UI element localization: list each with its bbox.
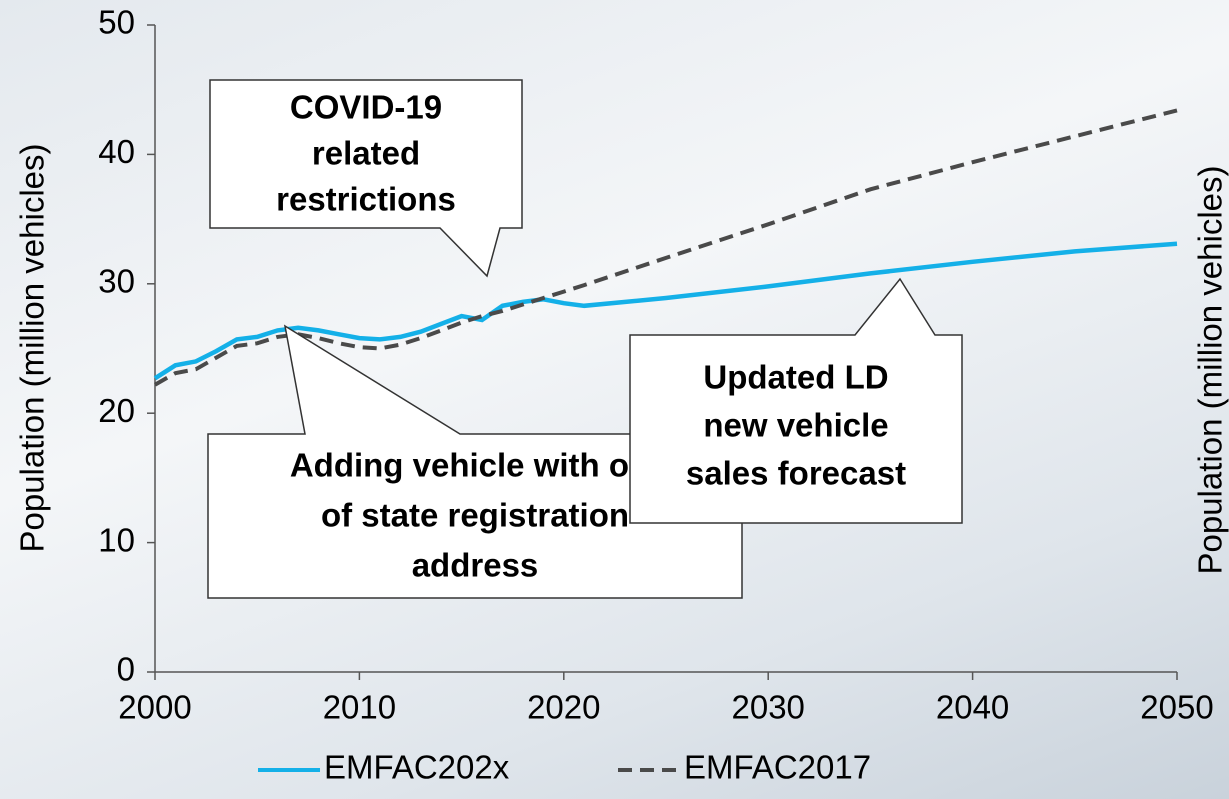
legend-label: EMFAC202x [324,749,510,786]
series-line [153,241,1178,381]
callout-text: Adding vehicle with out [290,447,660,484]
legend-label: EMFAC2017 [684,749,871,786]
callout-text: address [412,547,539,584]
y-axis-label: Population (million vehicles) [14,143,51,552]
x-tick-label: 2000 [118,689,191,726]
y-tick-label: 10 [98,521,135,558]
y-tick-label: 50 [98,4,135,41]
y-tick-label: 20 [98,392,135,429]
callout-text: related [312,135,420,172]
series-line [154,108,1178,387]
callout-text: COVID-19 [290,89,442,126]
callout: Updated LD new vehicle sales forecast [629,277,963,524]
callout-text: of state registration [321,497,629,534]
x-tick-label: 2050 [1140,689,1213,726]
y-tick-label: 0 [117,651,135,688]
x-tick-label: 2040 [936,689,1009,726]
y-tick-label: 40 [98,133,135,170]
x-tick-label: 2020 [527,689,600,726]
x-tick-label: 2030 [731,689,804,726]
callout-box [629,277,963,524]
callout-text: sales forecast [686,455,906,492]
y2-axis-label: Population (million vehicles) [1192,165,1229,574]
callout-text: new vehicle [703,407,888,444]
callout-box [209,79,523,278]
x-tick-label: 2010 [323,689,396,726]
callout-box [207,324,743,599]
callout: COVID-19 related restrictions [209,79,523,278]
callout: Adding vehicle with out of state registr… [207,324,743,599]
callout-text: Updated LD [703,359,888,396]
callout-text: restrictions [276,181,456,218]
y-tick-label: 30 [98,263,135,300]
